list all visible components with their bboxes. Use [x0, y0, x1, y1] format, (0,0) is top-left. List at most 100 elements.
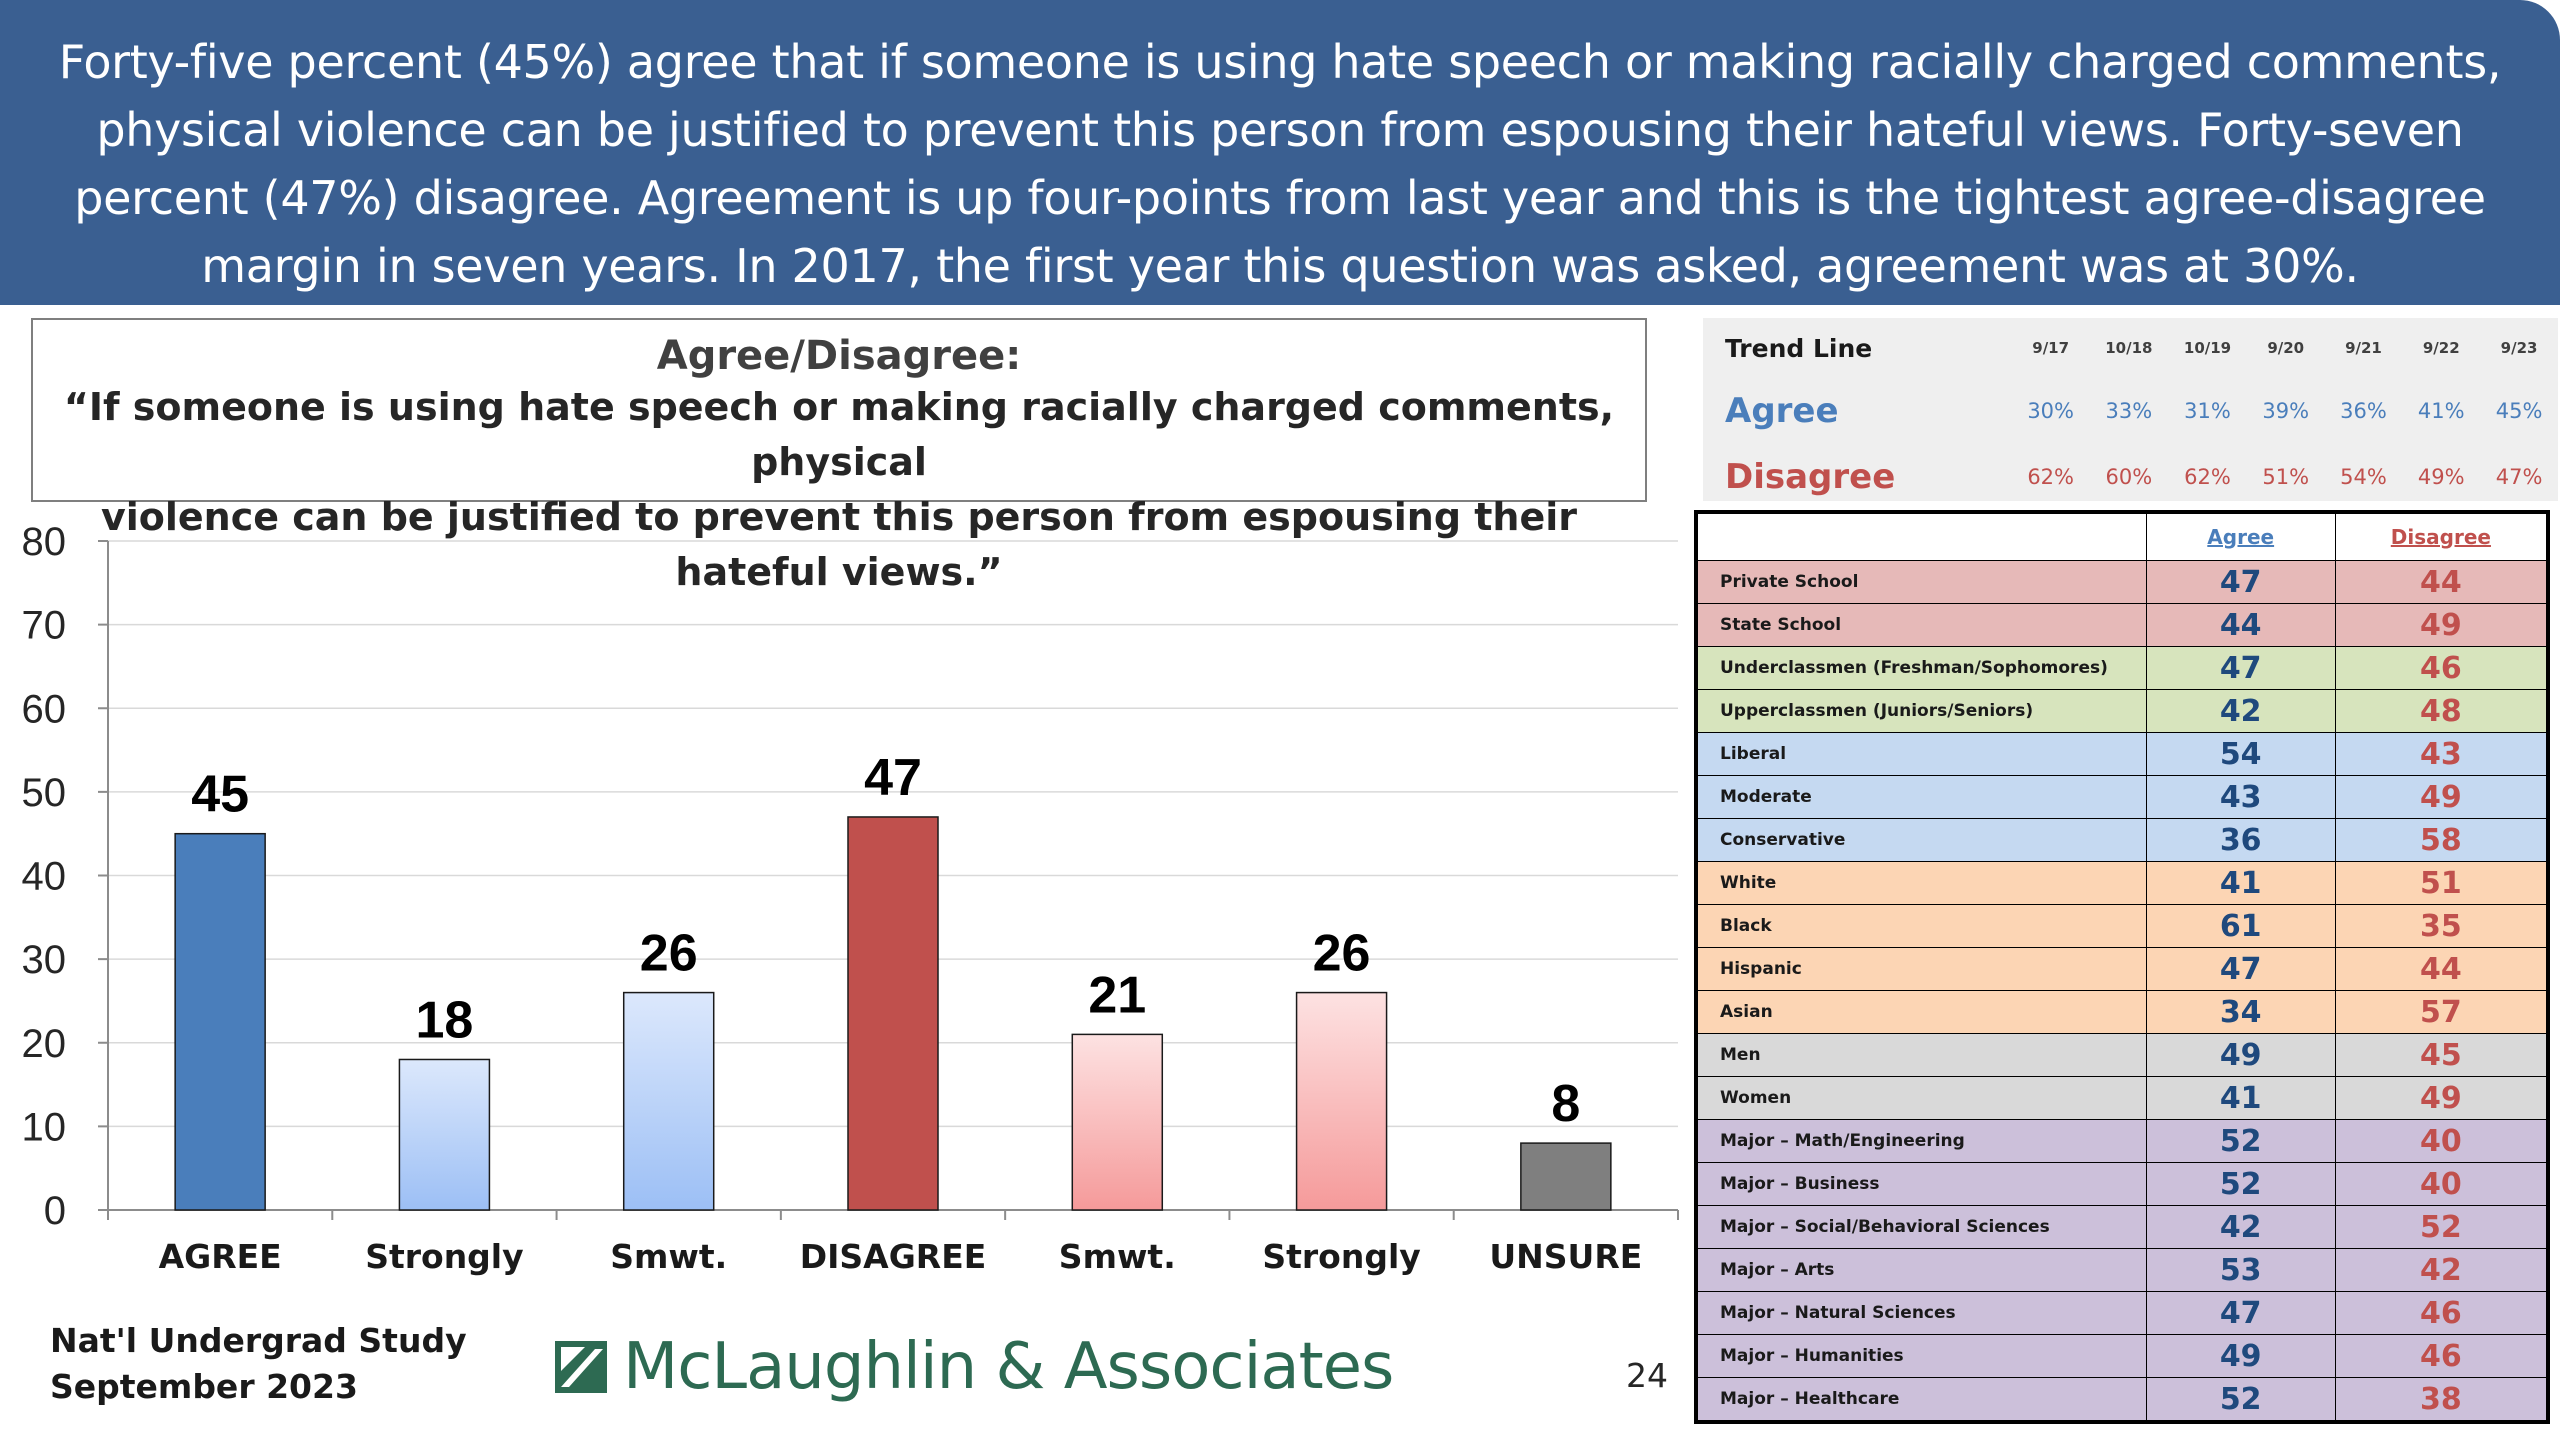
study-name: Nat'l Undergrad Study — [50, 1321, 467, 1360]
table-row: Major – Healthcare 52 38 — [1697, 1377, 2548, 1421]
table-row: Major – Social/Behavioral Sciences 42 52 — [1697, 1205, 2548, 1249]
table-row: State School 44 49 — [1697, 603, 2548, 647]
row-label: Black — [1697, 904, 2147, 948]
row-label: Asian — [1697, 990, 2147, 1034]
demographics-panel: Agree Disagree Private School 47 44 State S… — [1694, 510, 2550, 1424]
trend-agree-value: 36% — [2340, 399, 2387, 423]
trend-agree-value: 30% — [2027, 399, 2074, 423]
bar — [622, 991, 715, 1211]
row-disagree-value: 44 — [2334, 560, 2548, 604]
data-label: 26 — [640, 925, 698, 983]
y-tick-label: 60 — [22, 687, 67, 731]
row-disagree-value: 38 — [2334, 1377, 2548, 1421]
bar — [398, 1058, 491, 1211]
trend-agree-value: 39% — [2262, 399, 2310, 423]
row-label: Major – Business — [1697, 1162, 2147, 1206]
row-disagree-value: 44 — [2334, 947, 2548, 991]
row-disagree-value: 49 — [2334, 775, 2548, 819]
table-row: White 41 51 — [1697, 861, 2548, 905]
trend-disagree-value: 49% — [2417, 465, 2465, 489]
data-label: 8 — [1551, 1075, 1580, 1133]
bar — [1071, 1033, 1164, 1211]
row-label: Major – Social/Behavioral Sciences — [1697, 1205, 2147, 1249]
table-row: Private School 47 44 — [1697, 560, 2548, 604]
row-agree-value: 54 — [2145, 732, 2336, 776]
trend-date: 9/21 — [2345, 339, 2382, 357]
demographics-header-disagree: Disagree — [2334, 513, 2548, 561]
row-agree-value: 36 — [2145, 818, 2336, 862]
table-row: Liberal 54 43 — [1697, 732, 2548, 776]
trend-disagree-value: 51% — [2262, 465, 2310, 489]
row-disagree-value: 52 — [2334, 1205, 2548, 1249]
row-agree-value: 47 — [2145, 947, 2336, 991]
row-disagree-value: 48 — [2334, 689, 2548, 733]
row-disagree-value: 40 — [2334, 1119, 2548, 1163]
x-tick-label: UNSURE — [1489, 1237, 1642, 1276]
row-label: Major – Arts — [1697, 1248, 2147, 1292]
y-tick-label: 30 — [22, 938, 67, 982]
row-agree-value: 47 — [2145, 1291, 2336, 1335]
trend-date: 9/23 — [2500, 339, 2538, 357]
table-row: Major – Natural Sciences 47 46 — [1697, 1291, 2548, 1335]
x-tick-label: DISAGREE — [800, 1237, 987, 1276]
table-row: Major – Humanities 49 46 — [1697, 1334, 2548, 1378]
row-label: Major – Healthcare — [1697, 1377, 2147, 1421]
trend-title: Trend Line — [1725, 333, 1873, 363]
question-line-1: “If someone is using hate speech or maki… — [63, 385, 1615, 484]
page-number: 24 — [1626, 1356, 1668, 1395]
row-agree-value: 49 — [2145, 1033, 2336, 1077]
trend-date: 10/18 — [2105, 339, 2153, 357]
trend-table: Trend Line 9/17 10/18 10/19 9/20 9/21 9/… — [1703, 318, 2558, 510]
logo-text: McLaughlin & Associates — [623, 1330, 1394, 1404]
trend-disagree-value: 62% — [2184, 465, 2231, 489]
header-text: Forty-five percent (45%) agree that if s… — [58, 35, 2502, 293]
row-label: Major – Natural Sciences — [1697, 1291, 2147, 1335]
demographics-table: Agree Disagree Private School 47 44 State S… — [1697, 513, 2548, 1421]
x-tick-label: AGREE — [159, 1237, 282, 1276]
y-tick-label: 20 — [22, 1022, 67, 1066]
row-disagree-value: 57 — [2334, 990, 2548, 1034]
row-label: Major – Math/Engineering — [1697, 1119, 2147, 1163]
trend-disagree-value: 62% — [2027, 465, 2074, 489]
x-tick-label: Smwt. — [610, 1237, 727, 1276]
x-tick-label: Strongly — [1262, 1237, 1420, 1276]
row-agree-value: 52 — [2145, 1162, 2336, 1206]
row-label: Private School — [1697, 560, 2147, 604]
logo-mark-icon — [555, 1341, 607, 1393]
table-row: Moderate 43 49 — [1697, 775, 2548, 819]
data-label: 47 — [864, 749, 922, 807]
data-label: 26 — [1313, 925, 1371, 983]
trend-agree-value: 45% — [2495, 399, 2543, 423]
row-agree-value: 49 — [2145, 1334, 2336, 1378]
row-agree-value: 34 — [2145, 990, 2336, 1034]
table-row: Black 61 35 — [1697, 904, 2548, 948]
row-label: Underclassmen (Freshman/Sophomores) — [1697, 646, 2147, 690]
row-agree-value: 52 — [2145, 1377, 2336, 1421]
row-disagree-value: 42 — [2334, 1248, 2548, 1292]
table-row: Major – Math/Engineering 52 40 — [1697, 1119, 2548, 1163]
row-agree-value: 47 — [2145, 560, 2336, 604]
bar — [1295, 991, 1388, 1211]
trend-date: 10/19 — [2183, 339, 2232, 357]
trend-disagree-value: 54% — [2340, 465, 2387, 489]
row-label: Hispanic — [1697, 947, 2147, 991]
bar — [1520, 1142, 1612, 1211]
row-disagree-value: 46 — [2334, 1291, 2548, 1335]
question-box: Agree/Disagree: “If someone is using hat… — [31, 318, 1647, 594]
table-row: Underclassmen (Freshman/Sophomores) 47 46 — [1697, 646, 2548, 690]
y-tick-label: 0 — [44, 1189, 66, 1233]
y-tick-label: 40 — [22, 855, 67, 899]
y-tick-label: 50 — [22, 771, 67, 815]
trend-date: 9/22 — [2422, 339, 2460, 357]
company-logo: McLaughlin & Associates — [555, 1330, 1394, 1404]
row-label: Conservative — [1697, 818, 2147, 862]
bar-chart: 0 10 20 30 40 50 60 70 80 45 AGREE 18 Strongly 26 Smwt… — [22, 520, 1679, 1276]
trend-date: 9/20 — [2267, 339, 2305, 357]
study-date: September 2023 — [50, 1367, 358, 1406]
header-banner: Forty-five percent (45%) agree that if s… — [0, 0, 2560, 305]
table-row: Upperclassmen (Juniors/Seniors) 42 48 — [1697, 689, 2548, 733]
trend-agree-value: 41% — [2417, 399, 2465, 423]
y-tick-label: 80 — [22, 520, 67, 564]
row-label: Women — [1697, 1076, 2147, 1120]
row-disagree-value: 43 — [2334, 732, 2548, 776]
